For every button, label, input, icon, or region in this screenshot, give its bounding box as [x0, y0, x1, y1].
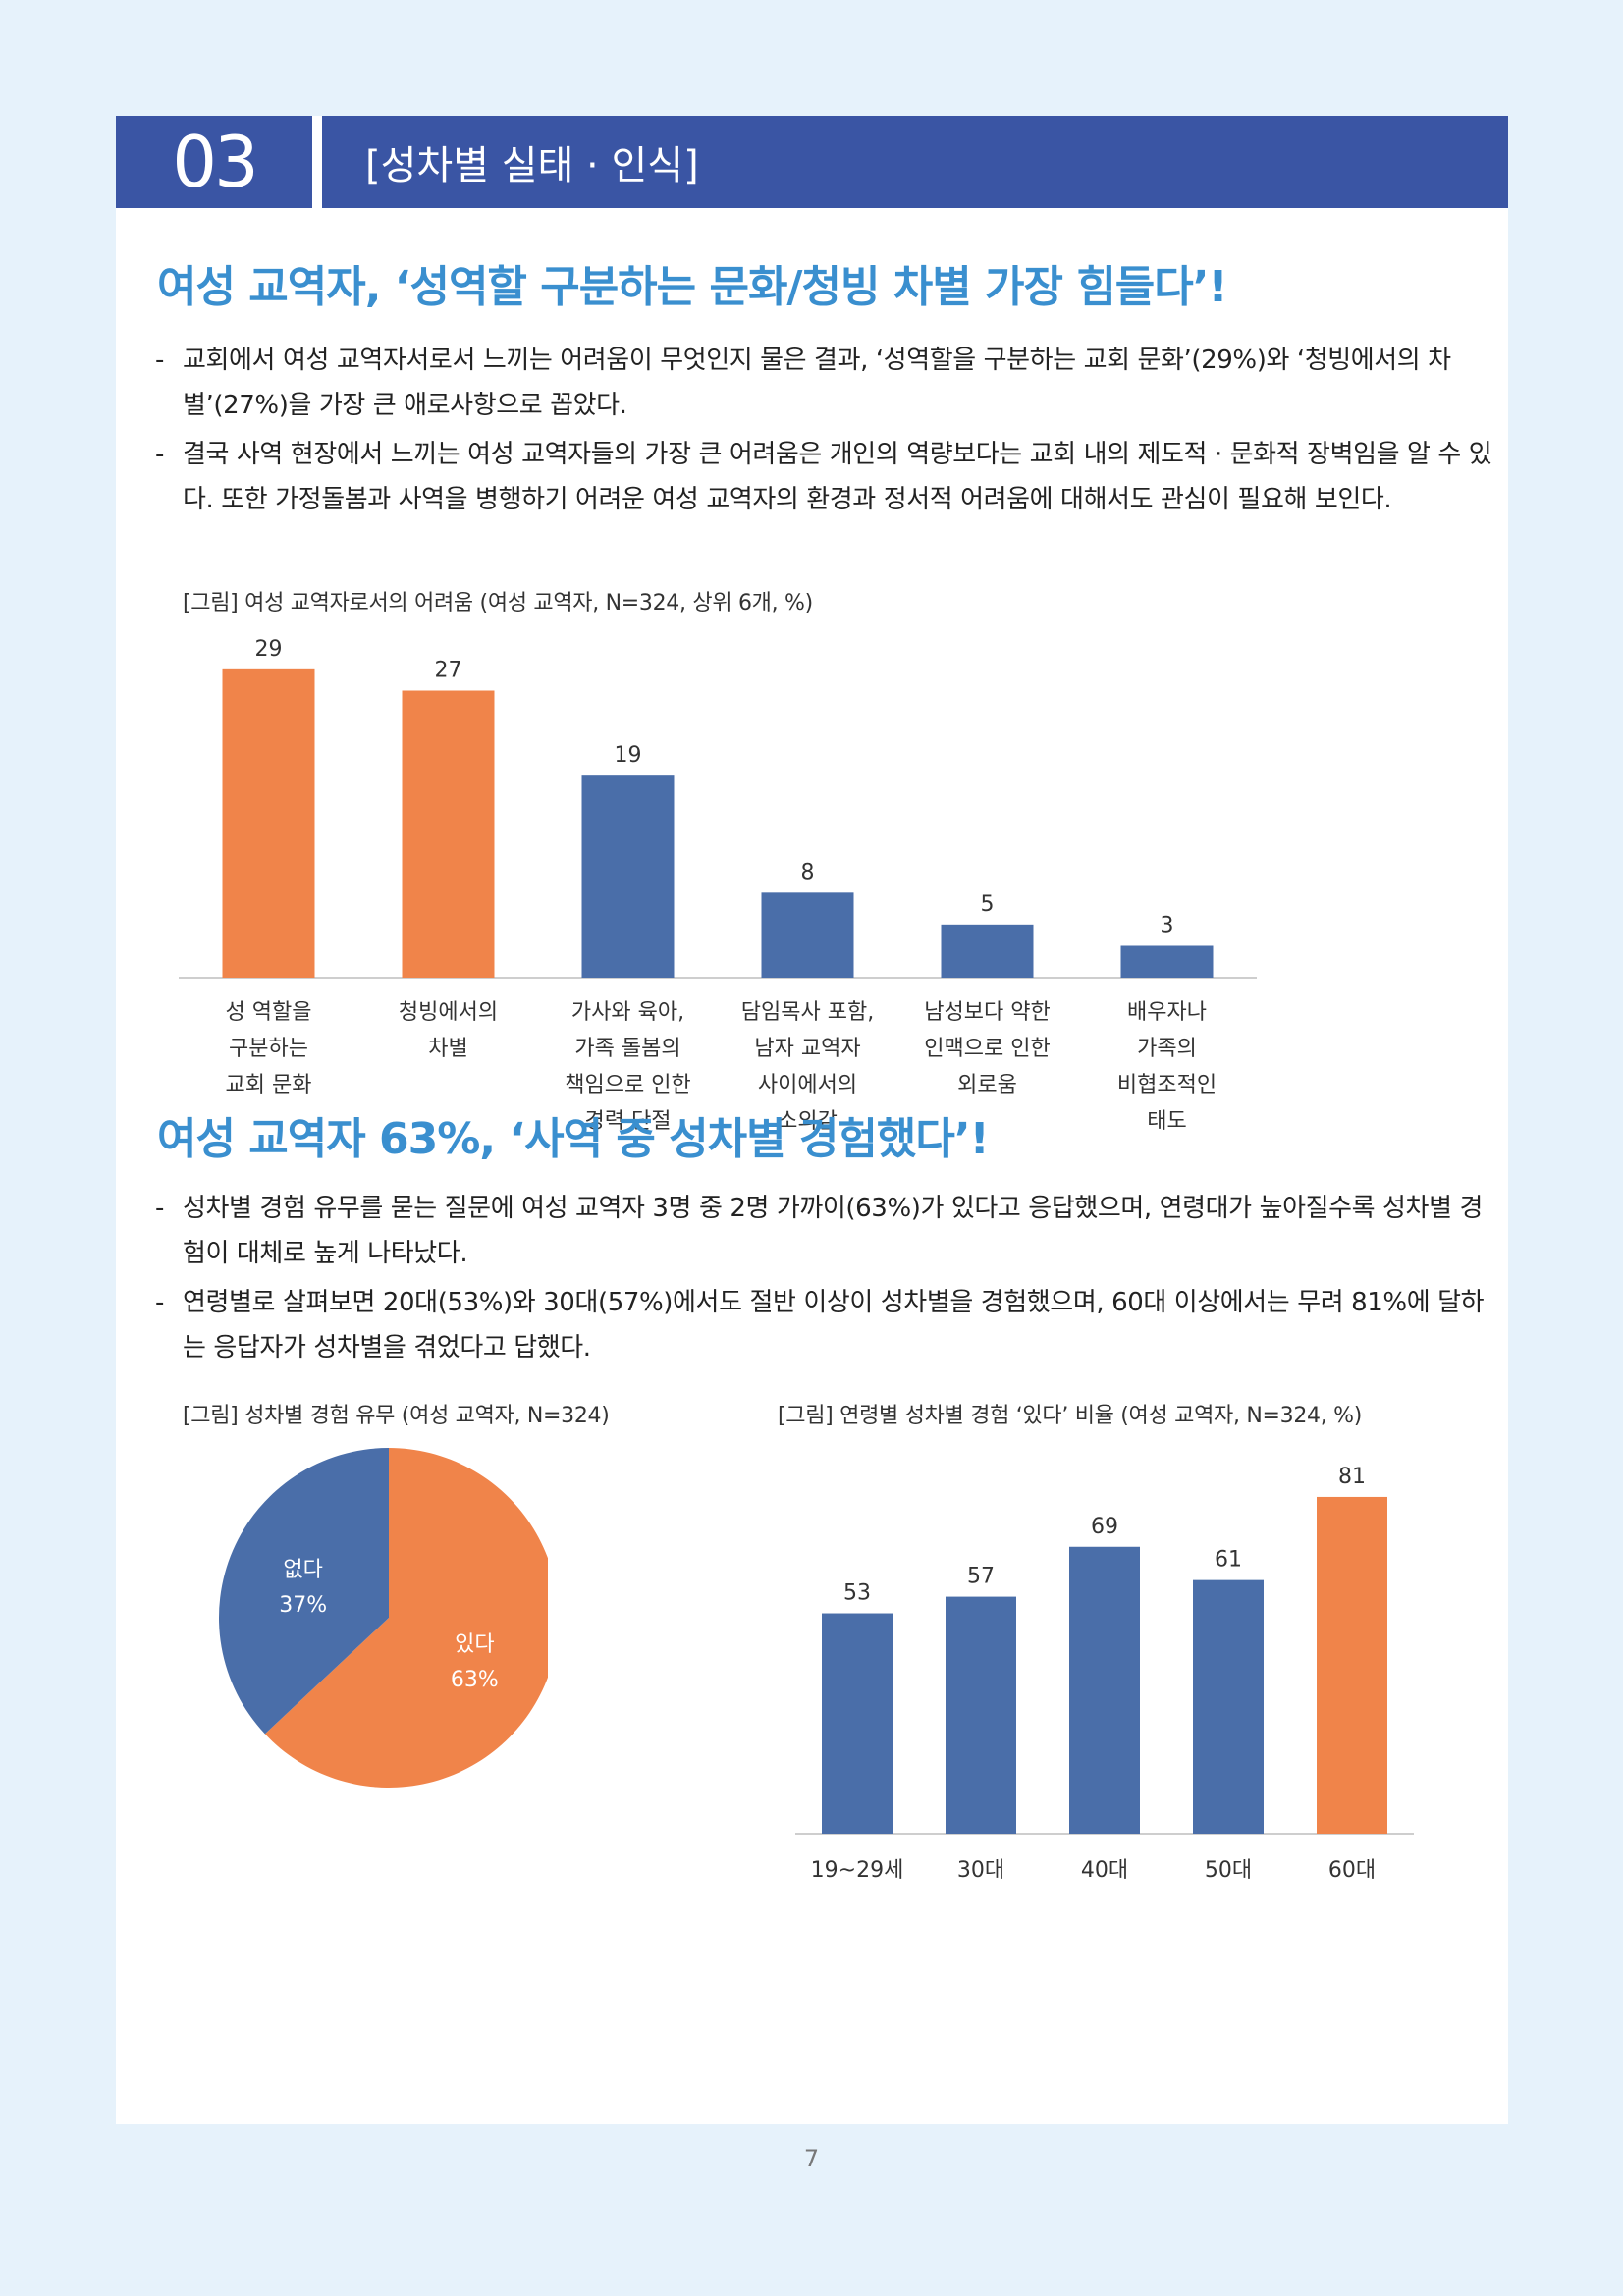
bullets-discrimination: 성차별 경험 유무를 묻는 질문에 여성 교역자 3명 중 2명 가까이(63%…	[155, 1186, 1500, 1374]
bullet-item: 교회에서 여성 교역자서로서 느끼는 어려움이 무엇인지 물은 결과, ‘성역할…	[155, 338, 1500, 428]
bar	[1317, 1496, 1387, 1834]
bullet-item: 연령별로 살펴보면 20대(53%)와 30대(57%)에서도 절반 이상이 성…	[155, 1280, 1500, 1370]
age-bar-chart: 53 19~29세 57 30대 69 40대 61 50대 81 60대	[795, 1465, 1414, 1883]
section-number: 03	[116, 116, 312, 208]
figure-caption-age: [그림] 연령별 성차별 경험 ‘있다’ 비율 (여성 교역자, N=324, …	[778, 1404, 1362, 1428]
section-divider	[312, 116, 322, 208]
tick-label: 비협조적인	[1117, 1073, 1217, 1097]
data-label: 19	[615, 743, 642, 768]
headline-discrimination: 여성 교역자 63%, ‘사역 중 성차별 경험했다’!	[157, 1114, 990, 1164]
bar	[1120, 945, 1214, 978]
tick-label: 가사와 육아,	[571, 1000, 684, 1025]
bar	[1069, 1546, 1140, 1834]
figure-caption-pie: [그림] 성차별 경험 유무 (여성 교역자, N=324)	[183, 1404, 610, 1428]
tick-label: 경력 단절	[585, 1109, 672, 1134]
section-title: [성차별 실태 · 인식]	[322, 116, 1508, 208]
slice-value: 37%	[279, 1593, 327, 1618]
tick-label: 남성보다 약한	[924, 1000, 1050, 1025]
tick-label: 책임으로 인한	[565, 1073, 690, 1097]
page-number: 7	[803, 2145, 820, 2172]
data-label: 29	[255, 637, 283, 662]
bar	[761, 892, 854, 978]
data-label: 5	[981, 892, 995, 917]
section-header: 03 [성차별 실태 · 인식]	[116, 116, 1508, 208]
tick-label: 40대	[1081, 1858, 1128, 1883]
tick-label: 차별	[428, 1037, 467, 1061]
figure-caption-difficulties: [그림] 여성 교역자로서의 어려움 (여성 교역자, N=324, 상위 6개…	[183, 591, 813, 615]
tick-label: 태도	[1147, 1109, 1186, 1134]
tick-label: 19~29세	[811, 1858, 904, 1883]
tick-label: 남자 교역자	[754, 1037, 860, 1061]
tick-label: 사이에서의	[758, 1073, 857, 1097]
tick-label: 구분하는	[229, 1037, 308, 1061]
tick-label: 배우자나	[1127, 1000, 1207, 1025]
tick-label: 60대	[1328, 1858, 1376, 1883]
data-label: 27	[435, 659, 462, 683]
tick-label: 50대	[1205, 1858, 1252, 1883]
tick-label: 가족의	[1137, 1037, 1197, 1061]
tick-label: 가족 돌봄의	[574, 1037, 680, 1061]
tick-label: 인맥으로 인한	[924, 1037, 1050, 1061]
bar	[946, 1596, 1016, 1834]
tick-label: 소외감	[778, 1109, 838, 1134]
data-label: 69	[1091, 1515, 1118, 1539]
bullets-difficulties: 교회에서 여성 교역자서로서 느끼는 어려움이 무엇인지 물은 결과, ‘성역할…	[155, 338, 1500, 526]
bar	[402, 690, 495, 978]
tick-label: 30대	[957, 1858, 1004, 1883]
data-label: 8	[801, 860, 815, 884]
headline-difficulties: 여성 교역자, ‘성역할 구분하는 문화/청빙 차별 가장 힘들다’!	[157, 262, 1228, 312]
slice-value: 63%	[451, 1668, 499, 1692]
slice-label: 있다	[455, 1632, 494, 1657]
bar	[1193, 1579, 1264, 1834]
tick-label: 성 역할을	[226, 1000, 312, 1025]
slice-label: 없다	[283, 1558, 322, 1582]
tick-label: 교회 문화	[226, 1073, 312, 1097]
tick-label: 담임목사 포함,	[741, 1000, 874, 1025]
bar	[581, 775, 675, 978]
bar	[822, 1613, 893, 1834]
pie-slice	[219, 1448, 389, 1735]
bullet-item: 결국 사역 현장에서 느끼는 여성 교역자들의 가장 큰 어려움은 개인의 역량…	[155, 432, 1500, 522]
data-label: 61	[1215, 1548, 1242, 1573]
pie-slice	[264, 1448, 548, 1788]
data-label: 81	[1338, 1465, 1366, 1489]
discrimination-pie-chart: 있다 63% 없다 37%	[219, 1448, 548, 1788]
tick-label: 외로움	[957, 1073, 1017, 1097]
bar	[941, 924, 1034, 978]
data-label: 3	[1161, 914, 1174, 938]
tick-label: 청빙에서의	[399, 1000, 498, 1025]
data-label: 53	[843, 1581, 871, 1606]
report-page: 03 [성차별 실태 · 인식] 여성 교역자, ‘성역할 구분하는 문화/청빙…	[116, 116, 1508, 2124]
data-label: 57	[967, 1565, 995, 1589]
bullet-item: 성차별 경험 유무를 묻는 질문에 여성 교역자 3명 중 2명 가까이(63%…	[155, 1186, 1500, 1276]
bar	[222, 668, 315, 978]
